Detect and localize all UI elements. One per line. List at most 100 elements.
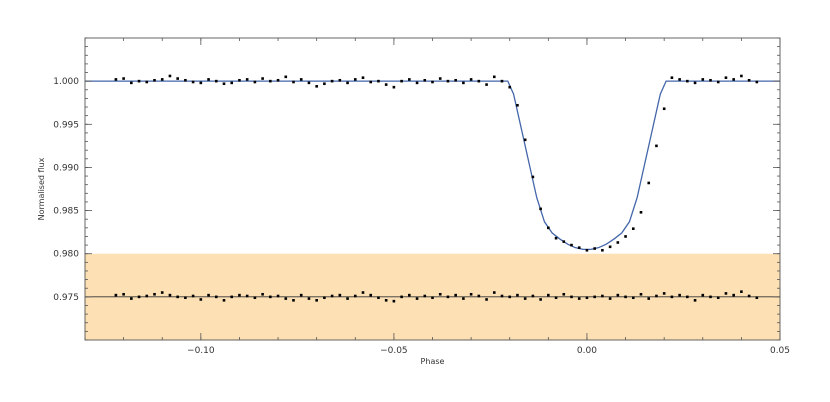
residual-data-point [238,293,241,297]
flux-data-point [191,80,195,84]
residual-data-point [384,299,388,302]
flux-data-point [601,248,604,252]
residual-data-point [153,292,156,296]
y-tick-label: 0.980 [53,250,79,260]
residual-data-point [678,293,681,297]
flux-data-point [145,80,149,84]
residual-data-point [284,297,288,300]
residual-data-point [508,295,512,299]
plot-area [84,37,781,341]
flux-data-point [624,235,627,238]
x-tick-label: 0.05 [770,346,790,356]
x-tick-label: −0.10 [187,346,215,356]
flux-data-point [299,78,303,81]
flux-data-point [431,80,434,84]
flux-data-point [284,75,288,79]
flux-data-point [292,80,295,84]
y-tick-label: 0.975 [53,293,79,303]
residual-data-point [245,294,249,298]
flux-data-point [253,80,257,84]
flux-data-point [631,227,635,230]
residual-data-point [732,293,735,297]
flux-data-point [508,85,512,89]
flux-data-point [577,246,581,249]
residual-data-point [662,292,666,295]
y-tick-label: 0.985 [53,207,79,217]
residual-data-point [585,296,589,300]
tick-labels: −0.10 −0.05 0.00 0.05 0.975 0.980 0.985 0.990 0.… [53,77,790,356]
residual-data-point [492,291,496,294]
flux-data-point [500,79,504,83]
flux-data-point [670,76,674,79]
residual-data-point [531,294,535,298]
residual-data-point [601,294,604,298]
flux-data-point [207,78,210,81]
residual-data-point [145,294,149,298]
residual-data-point [377,296,380,300]
flux-data-point [415,81,419,85]
residual-data-point [454,293,457,297]
flux-data-point [539,207,542,211]
residual-data-point [701,293,705,297]
residual-data-point [168,293,172,297]
residual-data-point [639,292,643,296]
residual-data-point [253,296,257,300]
flux-data-point [346,81,349,85]
flux-data-point [485,83,488,86]
residual-data-point [562,292,566,296]
flux-data-point [269,79,272,83]
flux-data-point [122,77,125,80]
y-axis-title: Normalised flux [37,157,46,220]
residual-data-point [338,293,342,297]
flux-data-point [114,78,118,81]
residual-data-point [655,294,658,298]
residual-data-point [423,294,427,298]
residual-data-point [160,291,164,294]
flux-data-point [662,107,666,111]
residual-data-point [369,293,373,297]
residual-data-point [431,296,434,300]
flux-data-point [747,78,751,82]
flux-data-point [462,81,465,85]
flux-data-point [408,78,411,81]
residual-data-point [570,295,573,299]
flux-data-point [616,241,620,244]
residual-data-point [122,292,125,296]
flux-data-point [724,76,728,79]
y-tick-label: 1.000 [53,77,79,87]
flux-data-point [446,79,450,83]
flux-data-point [678,78,681,81]
flux-data-point [547,226,550,230]
flux-data-point [330,79,334,83]
residual-data-point [261,292,264,296]
flux-data-point [176,77,179,80]
flux-data-point [593,247,596,250]
flux-data-point [423,78,427,82]
residual-data-point [446,295,450,299]
flux-data-point [531,175,535,179]
flux-data-point [523,138,527,142]
flux-data-point [315,85,318,88]
flux-data-point [245,78,249,81]
flux-data-point [732,78,735,81]
flux-data-point [647,181,651,185]
residual-data-point [346,297,349,300]
flux-data-point [693,81,697,85]
residual-data-point [323,296,326,300]
y-tick-label: 0.995 [53,120,79,130]
residual-data-point [330,294,334,298]
residual-data-point [716,296,720,300]
residual-data-point [299,293,303,297]
flux-data-point [469,78,473,81]
axis-ticks [84,37,781,341]
flux-data-point [709,78,712,82]
residual-data-point [400,295,403,299]
residual-data-point [755,296,759,300]
residual-data-point [462,297,465,300]
flux-data-point [392,85,396,89]
y-tick-label: 0.990 [53,163,79,173]
residual-data-point [176,295,179,299]
flux-data-point [369,80,373,84]
